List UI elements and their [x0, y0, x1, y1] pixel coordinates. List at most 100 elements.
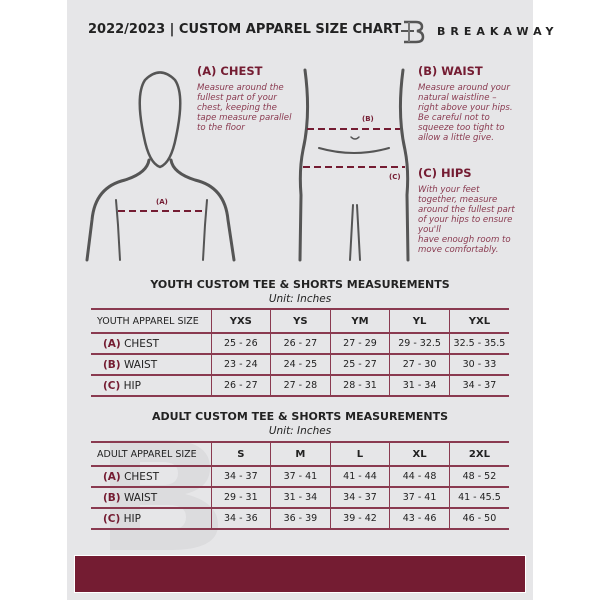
- header-cell: 2XL: [448, 441, 509, 467]
- waist-desc-line: squeeze too tight to: [418, 123, 505, 133]
- size-value-cell: 23 - 24: [210, 353, 271, 376]
- adult-unit: Unit: Inches: [268, 425, 332, 437]
- page-title: 2022/2023 | CUSTOM APPAREL SIZE CHART: [88, 22, 402, 37]
- hips-info: (C) HIPS With your feet together, measur…: [418, 166, 515, 255]
- body-diagram: [85, 68, 410, 262]
- waist-desc-line: Measure around your: [418, 83, 510, 93]
- header-cell: L: [329, 441, 390, 467]
- hips-title: (C) HIPS: [418, 166, 472, 180]
- header-cell: YXS: [210, 308, 271, 334]
- waist-info: (B) WAIST Measure around your natural wa…: [418, 64, 513, 143]
- hips-desc-line: move comfortably.: [418, 245, 499, 255]
- chest-marker: (A): [156, 198, 168, 206]
- size-value-cell: 39 - 42: [329, 507, 390, 530]
- size-value-cell: 37 - 41: [389, 486, 450, 509]
- size-value-cell: 46 - 50: [448, 507, 509, 530]
- table-row: (C) HIP 26 - 27 27 - 28 28 - 31 31 - 34 34 - …: [91, 374, 509, 397]
- left-shoulder-outline: [85, 158, 151, 262]
- hips-desc-line: around the fullest part: [418, 205, 515, 215]
- table-row: (A) CHEST 34 - 37 37 - 41 41 - 44 44 - 48 48 …: [91, 465, 509, 488]
- size-value-cell: 34 - 37: [448, 374, 509, 397]
- waist-desc-line: allow a little give.: [418, 133, 494, 143]
- waist-title: (B) WAIST: [418, 64, 483, 78]
- breakaway-logo-icon: [401, 20, 425, 44]
- row-code: (A): [103, 337, 121, 350]
- header-cell: M: [270, 441, 331, 467]
- size-value-cell: 34 - 37: [210, 465, 271, 488]
- chest-title: (A) CHEST: [197, 64, 263, 78]
- table-row: (B) WAIST 29 - 31 31 - 34 34 - 37 37 - 41 41 …: [91, 486, 509, 509]
- youth-section-title: YOUTH CUSTOM TEE & SHORTS MEASUREMENTS: [150, 278, 450, 291]
- row-name: CHEST: [124, 337, 160, 350]
- right-shoulder-outline: [169, 158, 236, 262]
- size-value-cell: 31 - 34: [270, 486, 331, 509]
- table-row: (B) WAIST 23 - 24 24 - 25 25 - 27 27 - 30 30 …: [91, 353, 509, 376]
- row-name: HIP: [123, 379, 141, 392]
- head-outline: [138, 71, 182, 169]
- footer-band: [74, 555, 526, 593]
- table-header-row: YOUTH APPAREL SIZE YXS YS YM YL YXL: [91, 308, 509, 334]
- header-cell: XL: [389, 441, 450, 467]
- row-label: (C) HIP: [91, 507, 211, 530]
- waist-desc-line: right above your hips.: [418, 103, 513, 113]
- size-value-cell: 28 - 31: [329, 374, 390, 397]
- row-label: (A) CHEST: [91, 332, 211, 355]
- size-value-cell: 32.5 - 35.5: [448, 332, 509, 355]
- row-code: (A): [103, 470, 121, 483]
- chest-desc-line: to the floor: [197, 123, 245, 133]
- waist-right-outline: [398, 68, 410, 262]
- size-value-cell: 36 - 39: [270, 507, 331, 530]
- header-cell: ADULT APPAREL SIZE: [91, 441, 211, 467]
- size-value-cell: 27 - 29: [329, 332, 390, 355]
- header-cell: YL: [389, 308, 450, 334]
- header-cell: S: [210, 441, 271, 467]
- waist-desc-line: Be careful not to: [418, 113, 490, 123]
- header-cell: YM: [329, 308, 390, 334]
- row-name: WAIST: [123, 491, 158, 504]
- table-row: (C) HIP 34 - 36 36 - 39 39 - 42 43 - 46 46 - …: [91, 507, 509, 530]
- size-value-cell: 30 - 33: [448, 353, 509, 376]
- row-label: (B) WAIST: [91, 486, 211, 509]
- row-name: HIP: [123, 512, 141, 525]
- size-value-cell: 27 - 28: [270, 374, 331, 397]
- size-value-cell: 34 - 37: [329, 486, 390, 509]
- row-code: (B): [103, 358, 121, 371]
- hips-desc-line: With your feet: [418, 185, 480, 195]
- chest-desc-line: tape measure parallel: [197, 113, 292, 123]
- hips-desc-line: have enough room to: [418, 235, 511, 245]
- hips-desc-line: of your hips to ensure: [418, 215, 513, 225]
- size-value-cell: 26 - 27: [210, 374, 271, 397]
- size-value-cell: 29 - 32.5: [389, 332, 450, 355]
- size-value-cell: 25 - 26: [210, 332, 271, 355]
- size-value-cell: 44 - 48: [389, 465, 450, 488]
- size-value-cell: 48 - 52: [448, 465, 509, 488]
- row-label: (A) CHEST: [91, 465, 211, 488]
- size-value-cell: 24 - 25: [270, 353, 331, 376]
- row-code: (C): [103, 512, 121, 525]
- header-cell: YS: [270, 308, 331, 334]
- hips-desc-line: together, measure: [418, 195, 498, 205]
- size-value-cell: 26 - 27: [270, 332, 331, 355]
- row-label: (C) HIP: [91, 374, 211, 397]
- size-value-cell: 31 - 34: [389, 374, 450, 397]
- chest-desc-line: chest, keeping the: [197, 103, 277, 113]
- size-value-cell: 41 - 45.5: [448, 486, 509, 509]
- row-code: (C): [103, 379, 121, 392]
- brand-name: BREAKAWAY: [437, 25, 559, 38]
- table-header-row: ADULT APPAREL SIZE S M L XL 2XL: [91, 441, 509, 467]
- chest-desc-line: fullest part of your: [197, 93, 277, 103]
- table-row: (A) CHEST 25 - 26 26 - 27 27 - 29 29 - 32.5 3…: [91, 332, 509, 355]
- waist-left-outline: [298, 68, 310, 262]
- size-value-cell: 43 - 46: [389, 507, 450, 530]
- row-code: (B): [103, 491, 121, 504]
- header-cell: YOUTH APPAREL SIZE: [91, 308, 211, 334]
- hip-marker: (C): [389, 173, 401, 181]
- youth-size-table: YOUTH APPAREL SIZE YXS YS YM YL YXL (A) CHEST 2…: [91, 308, 509, 397]
- youth-unit: Unit: Inches: [268, 293, 332, 305]
- adult-size-table: ADULT APPAREL SIZE S M L XL 2XL (A) CHEST 34 - …: [91, 441, 509, 530]
- header-cell: YXL: [448, 308, 509, 334]
- waist-marker: (B): [362, 115, 374, 123]
- size-value-cell: 37 - 41: [270, 465, 331, 488]
- chest-info: (A) CHEST Measure around the fullest par…: [197, 64, 291, 133]
- size-value-cell: 25 - 27: [329, 353, 390, 376]
